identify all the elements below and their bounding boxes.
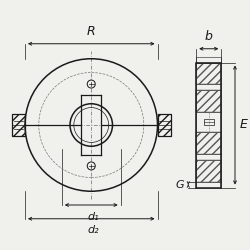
Bar: [12, 114, 25, 136]
Circle shape: [87, 162, 95, 170]
Bar: [196, 132, 221, 154]
Text: b: b: [205, 30, 213, 43]
Bar: [196, 90, 221, 112]
Bar: [196, 62, 221, 84]
Bar: [196, 154, 221, 160]
Bar: [196, 112, 221, 132]
Bar: [196, 182, 221, 188]
Bar: [196, 90, 221, 112]
Bar: [196, 160, 221, 182]
Text: d₁: d₁: [88, 212, 100, 222]
Circle shape: [87, 80, 95, 88]
Bar: [196, 62, 221, 188]
Bar: [196, 132, 221, 154]
Bar: [158, 114, 170, 136]
Bar: [196, 160, 221, 182]
Text: R: R: [87, 25, 96, 38]
Bar: [196, 62, 221, 84]
Bar: [196, 56, 221, 62]
Text: G: G: [176, 180, 184, 190]
Bar: [196, 84, 221, 90]
Bar: [158, 114, 170, 136]
Text: E: E: [240, 118, 248, 132]
Text: d₂: d₂: [88, 225, 100, 235]
Bar: [204, 119, 214, 126]
Bar: [12, 114, 25, 136]
